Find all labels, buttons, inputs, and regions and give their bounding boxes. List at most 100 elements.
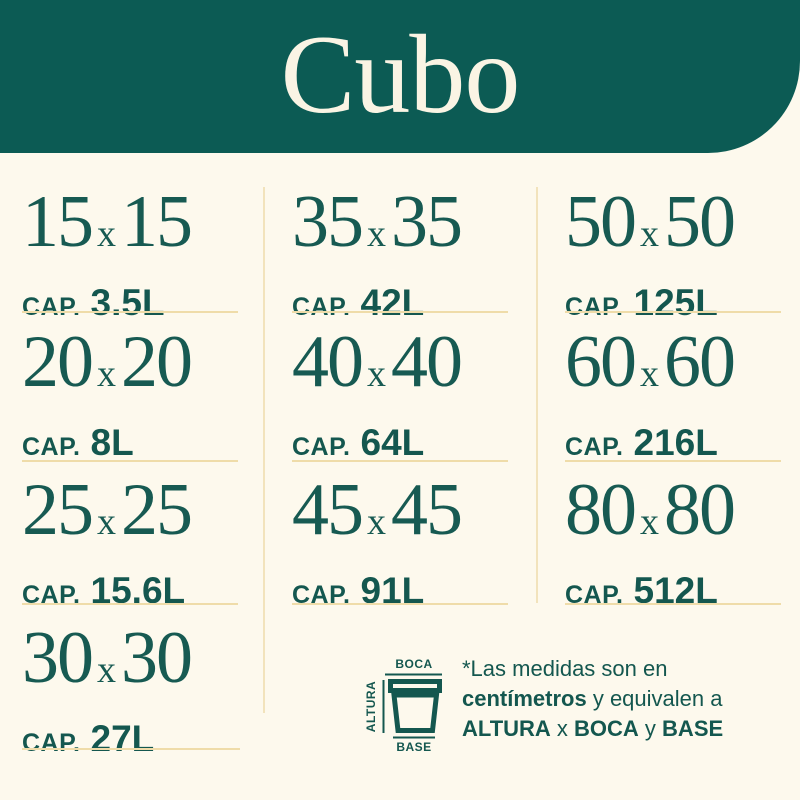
size-card-40x40: 40 x40 CAP. 64L [292, 325, 463, 464]
footnote-boca: BOCA [574, 716, 639, 741]
size-dimensions: 80 x80 [565, 473, 736, 554]
dimension-separator: x [97, 501, 116, 543]
size-dimensions: 20 x20 [22, 325, 193, 406]
size-dimensions: 60 x60 [565, 325, 736, 406]
capacity-row: CAP. 42L [292, 282, 461, 324]
footnote-y: y [638, 716, 663, 741]
dimension-value: 25 [121, 469, 193, 551]
altura-label: ALTURA [364, 681, 378, 732]
capacity-label: CAP. [292, 433, 351, 461]
capacity-value: 3.5L [90, 282, 165, 323]
capacity-label: CAP. [22, 729, 81, 757]
dimension-value: 20 [22, 321, 94, 403]
capacity-value: 512L [633, 570, 718, 611]
size-card-60x60: 60 x60 CAP. 216L [565, 325, 736, 464]
size-card-20x20: 20 x20 CAP. 8L [22, 325, 193, 464]
dimension-value: 30 [121, 617, 193, 699]
dimension-value: 35 [391, 181, 463, 263]
dimension-value: 35 [292, 181, 364, 263]
footnote-line2-rest: y equivalen a [586, 686, 723, 711]
dimension-separator: x [97, 353, 116, 395]
capacity-row: CAP. 64L [292, 422, 461, 464]
pot-rim-shape [388, 679, 442, 693]
capacity-row: CAP. 8L [22, 422, 191, 464]
size-dimensions: 45 x45 [292, 473, 463, 554]
row-divider [565, 311, 781, 313]
dimension-value: 25 [22, 469, 94, 551]
size-card-15x15: 15 x15 CAP. 3.5L [22, 185, 193, 324]
dimension-separator: x [367, 353, 386, 395]
capacity-value: 216L [633, 422, 718, 463]
capacity-label: CAP. [22, 581, 81, 609]
dimension-value: 45 [391, 469, 463, 551]
capacity-value: 15.6L [90, 570, 186, 611]
dimension-value: 50 [565, 181, 637, 263]
capacity-row: CAP. 216L [565, 422, 734, 464]
row-divider [22, 603, 238, 605]
footnote-line1: *Las medidas son en [462, 656, 668, 681]
capacity-row: CAP. 91L [292, 570, 461, 612]
dimension-value: 40 [391, 321, 463, 403]
capacity-row: CAP. 125L [565, 282, 734, 324]
capacity-value: 27L [90, 718, 155, 759]
size-card-80x80: 80 x80 CAP. 512L [565, 473, 736, 612]
capacity-row: CAP. 15.6L [22, 570, 191, 612]
capacity-label: CAP. [292, 293, 351, 321]
capacity-value: 8L [90, 422, 134, 463]
dimension-separator: x [640, 353, 659, 395]
capacity-row: CAP. 512L [565, 570, 734, 612]
dimension-value: 80 [664, 469, 736, 551]
capacity-label: CAP. [22, 293, 81, 321]
capacity-value: 42L [360, 282, 425, 323]
dimension-value: 30 [22, 617, 94, 699]
dimension-value: 15 [121, 181, 193, 263]
row-divider [22, 748, 240, 750]
base-label: BASE [396, 740, 431, 754]
row-divider [292, 311, 508, 313]
dimension-value: 20 [121, 321, 193, 403]
row-divider [565, 460, 781, 462]
size-card-35x35: 35 x35 CAP. 42L [292, 185, 463, 324]
capacity-row: CAP. 27L [22, 718, 191, 760]
dimension-separator: x [367, 213, 386, 255]
column-divider [536, 187, 538, 603]
capacity-row: CAP. 3.5L [22, 282, 191, 324]
dimension-value: 15 [22, 181, 94, 263]
dimension-value: 40 [292, 321, 364, 403]
dimension-value: 80 [565, 469, 637, 551]
dimension-value: 50 [664, 181, 736, 263]
row-divider [292, 460, 508, 462]
row-divider [22, 460, 238, 462]
footnote-altura: ALTURA [462, 716, 551, 741]
dimension-separator: x [367, 501, 386, 543]
capacity-label: CAP. [22, 433, 81, 461]
boca-label: BOCA [395, 657, 432, 671]
size-dimensions: 25 x25 [22, 473, 193, 554]
size-dimensions: 50 x50 [565, 185, 736, 266]
size-card-30x30: 30 x30 CAP. 27L [22, 621, 193, 760]
capacity-label: CAP. [565, 581, 624, 609]
size-card-45x45: 45 x45 CAP. 91L [292, 473, 463, 612]
pot-measurement-diagram: BOCA BASE ALTURA [364, 657, 442, 754]
size-card-50x50: 50 x50 CAP. 125L [565, 185, 736, 324]
dimension-separator: x [97, 213, 116, 255]
dimension-separator: x [97, 649, 116, 691]
footnote-x: x [550, 716, 575, 741]
pot-body-shape [391, 692, 440, 733]
dimension-value: 60 [664, 321, 736, 403]
dimension-value: 60 [565, 321, 637, 403]
footnote-base: BASE [662, 716, 724, 741]
measurement-footnote: *Las medidas son en centímetros y equiva… [462, 654, 797, 744]
capacity-label: CAP. [292, 581, 351, 609]
footnote-centimetros: centímetros [462, 686, 587, 711]
page-title: Cubo [280, 12, 521, 137]
capacity-value: 64L [360, 422, 425, 463]
size-dimensions: 30 x30 [22, 621, 193, 702]
row-divider [565, 603, 781, 605]
capacity-label: CAP. [565, 433, 624, 461]
size-dimensions: 35 x35 [292, 185, 463, 266]
size-dimensions: 15 x15 [22, 185, 193, 266]
dimension-value: 45 [292, 469, 364, 551]
dimension-separator: x [640, 501, 659, 543]
